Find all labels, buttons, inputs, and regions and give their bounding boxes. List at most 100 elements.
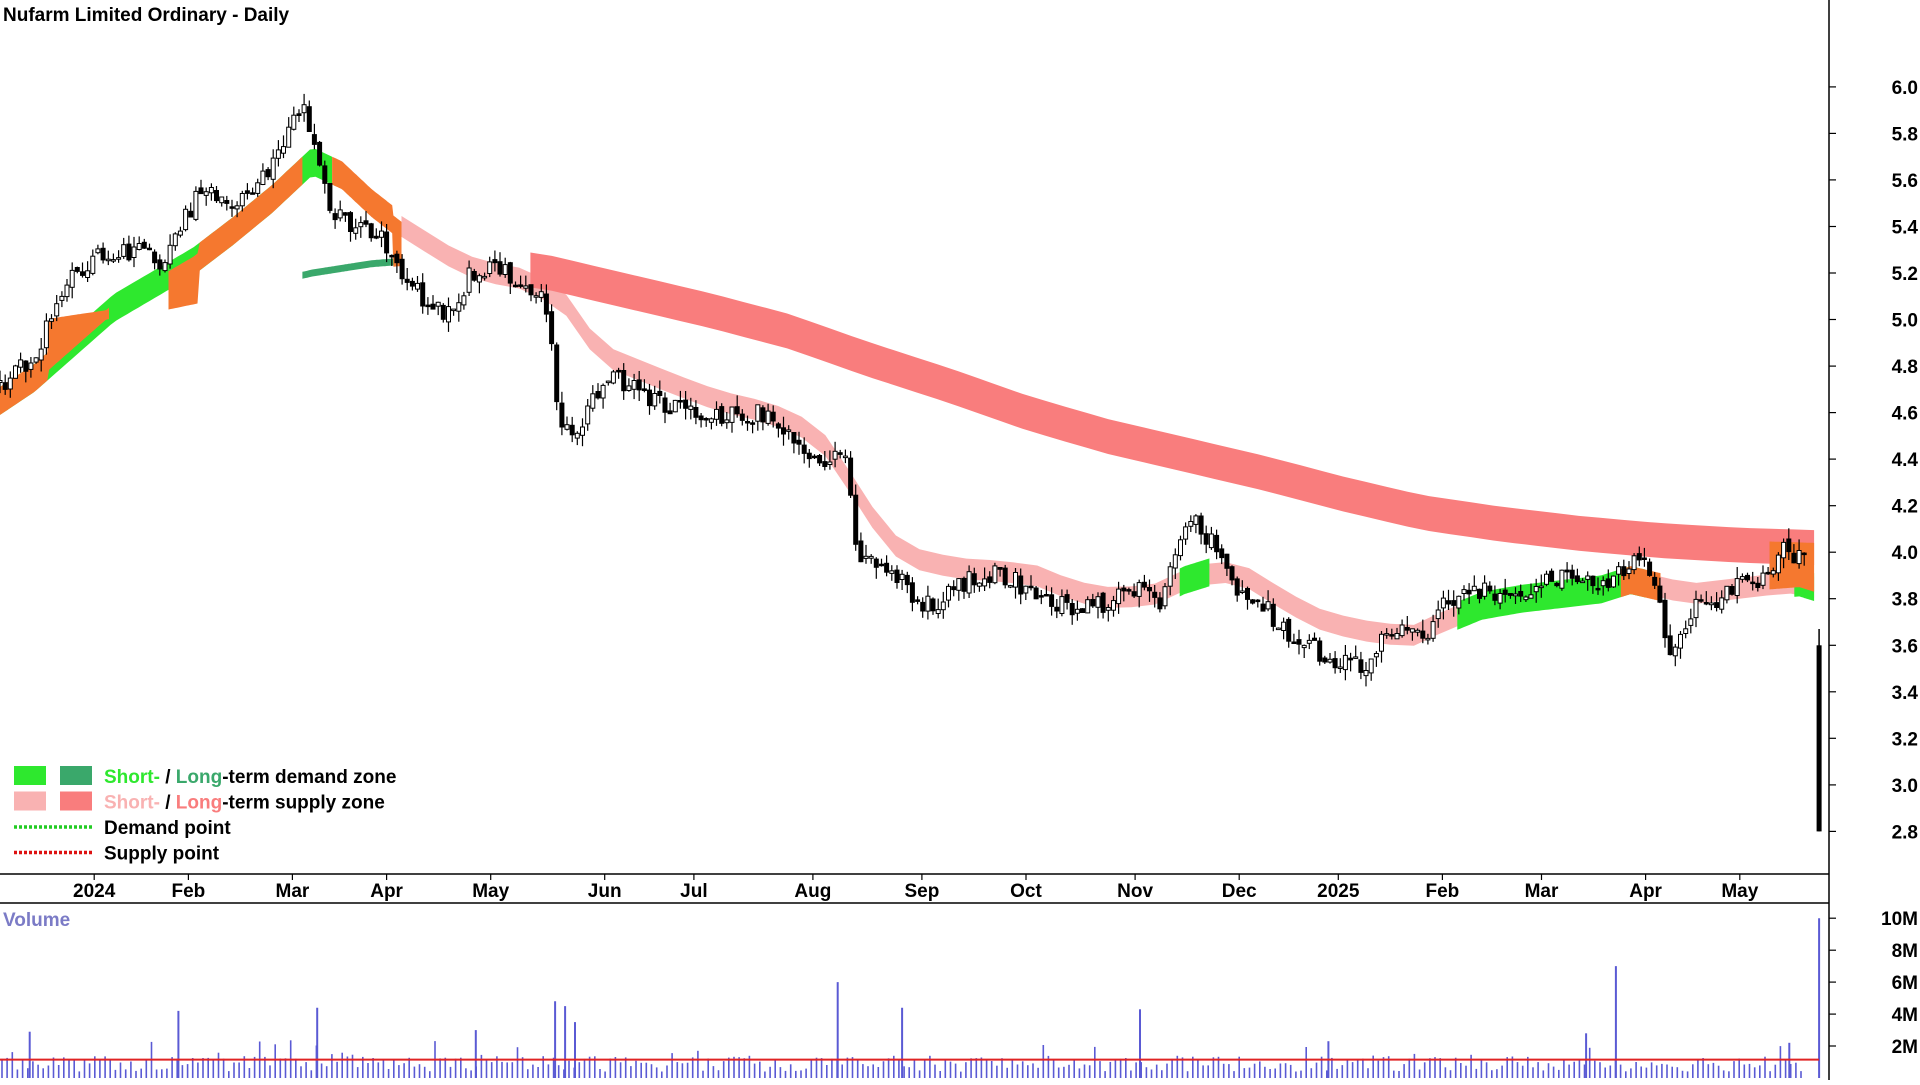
candle-body	[935, 609, 941, 614]
candle-body	[812, 455, 817, 459]
legend-entry-1: Short- / Long-term supply zone	[104, 793, 385, 814]
candle-body	[518, 284, 524, 287]
candle-body	[0, 380, 3, 383]
candle-body	[296, 113, 302, 117]
candle-body	[38, 348, 44, 361]
zone-band-transition-8	[168, 156, 303, 310]
candle-body	[1234, 578, 1240, 596]
time-tick-label: Jun	[588, 881, 622, 902]
candle-body	[1121, 587, 1127, 592]
candle-body	[1043, 594, 1049, 597]
candle-body	[1373, 653, 1379, 658]
candle-body	[1549, 570, 1555, 582]
candle-body	[219, 196, 225, 204]
candle-body	[817, 455, 823, 464]
time-tick-label: Sep	[904, 881, 939, 902]
candle-body	[1621, 566, 1627, 577]
candle-body	[543, 293, 549, 315]
candle-body	[574, 432, 580, 439]
candle-body	[997, 567, 1003, 570]
candle-body	[1322, 657, 1328, 663]
candle-body	[1714, 602, 1720, 608]
candle-body	[1765, 571, 1771, 575]
candle-body	[822, 461, 828, 468]
candle-body	[456, 302, 462, 312]
candle-body	[755, 404, 761, 422]
candle-body	[342, 212, 348, 216]
candle-body	[1755, 582, 1761, 588]
candle-body	[1595, 587, 1601, 591]
price-tick-label: 4.8	[1892, 357, 1918, 378]
candle-body	[1337, 666, 1343, 669]
candle-body	[621, 370, 627, 392]
candle-body	[1688, 618, 1694, 626]
zone-band-transition-9	[332, 156, 402, 267]
price-tick-label: 3.8	[1892, 590, 1918, 611]
time-tick-label: Feb	[172, 881, 206, 902]
candle-body	[580, 426, 585, 436]
price-tick-label: 4.2	[1892, 497, 1918, 518]
candle-body	[430, 303, 436, 310]
candle-body	[1296, 639, 1302, 645]
candle-body	[987, 576, 993, 583]
candle-body	[781, 427, 786, 435]
candle-body	[1002, 567, 1008, 586]
legend-text-part: -term supply zone	[222, 793, 385, 814]
candle-body	[610, 371, 616, 384]
candle-body	[1136, 582, 1142, 597]
candle-body	[1482, 582, 1488, 597]
price-tick-label: 5.4	[1892, 218, 1919, 239]
candle-body	[420, 282, 426, 307]
candle-body	[1306, 639, 1312, 644]
candle-body	[1023, 585, 1029, 594]
candle-body	[1162, 586, 1168, 607]
candle-body	[982, 578, 988, 587]
candle-body	[966, 571, 972, 594]
candle-body	[549, 311, 555, 345]
candle-body	[1585, 575, 1591, 580]
candle-body	[1672, 646, 1678, 657]
candle-body	[513, 284, 518, 288]
final-candle-body	[1816, 645, 1822, 832]
candle-body	[147, 247, 152, 251]
candle-body	[884, 562, 890, 573]
candle-body	[1384, 633, 1390, 636]
time-tick-label: Dec	[1222, 881, 1257, 902]
candle-body	[677, 400, 683, 403]
candle-body	[976, 582, 982, 587]
candle-body	[909, 582, 915, 603]
candle-body	[791, 432, 797, 444]
candle-body	[1353, 656, 1359, 659]
candle-body	[136, 243, 142, 250]
candle-body	[1538, 585, 1544, 589]
candle-body	[1147, 587, 1152, 592]
candle-body	[368, 223, 374, 239]
candle-body	[126, 243, 132, 261]
candle-body	[775, 423, 781, 429]
legend-entry-0: Short- / Long-term demand zone	[104, 767, 396, 788]
candle-body	[1477, 588, 1482, 599]
candle-body	[698, 415, 704, 421]
candle-body	[317, 141, 323, 166]
price-tick-label: 5.0	[1892, 311, 1918, 332]
candle-body	[848, 457, 854, 496]
candle-body	[533, 295, 539, 298]
candle-body	[487, 261, 493, 274]
candle-body	[1069, 603, 1075, 616]
candle-body	[214, 190, 219, 202]
candle-body	[915, 599, 921, 602]
candle-body	[734, 406, 740, 415]
candle-body	[925, 595, 931, 612]
candle-body	[1791, 552, 1797, 564]
time-tick-label: May	[1721, 881, 1758, 902]
candle-body	[244, 190, 250, 194]
legend-swatch	[60, 791, 92, 811]
candle-body	[863, 555, 869, 559]
candle-body	[523, 285, 529, 289]
candle-body	[1533, 586, 1539, 593]
candle-body	[714, 408, 719, 420]
candle-body	[1502, 589, 1508, 595]
candle-body	[306, 106, 312, 132]
candle-body	[528, 284, 534, 296]
